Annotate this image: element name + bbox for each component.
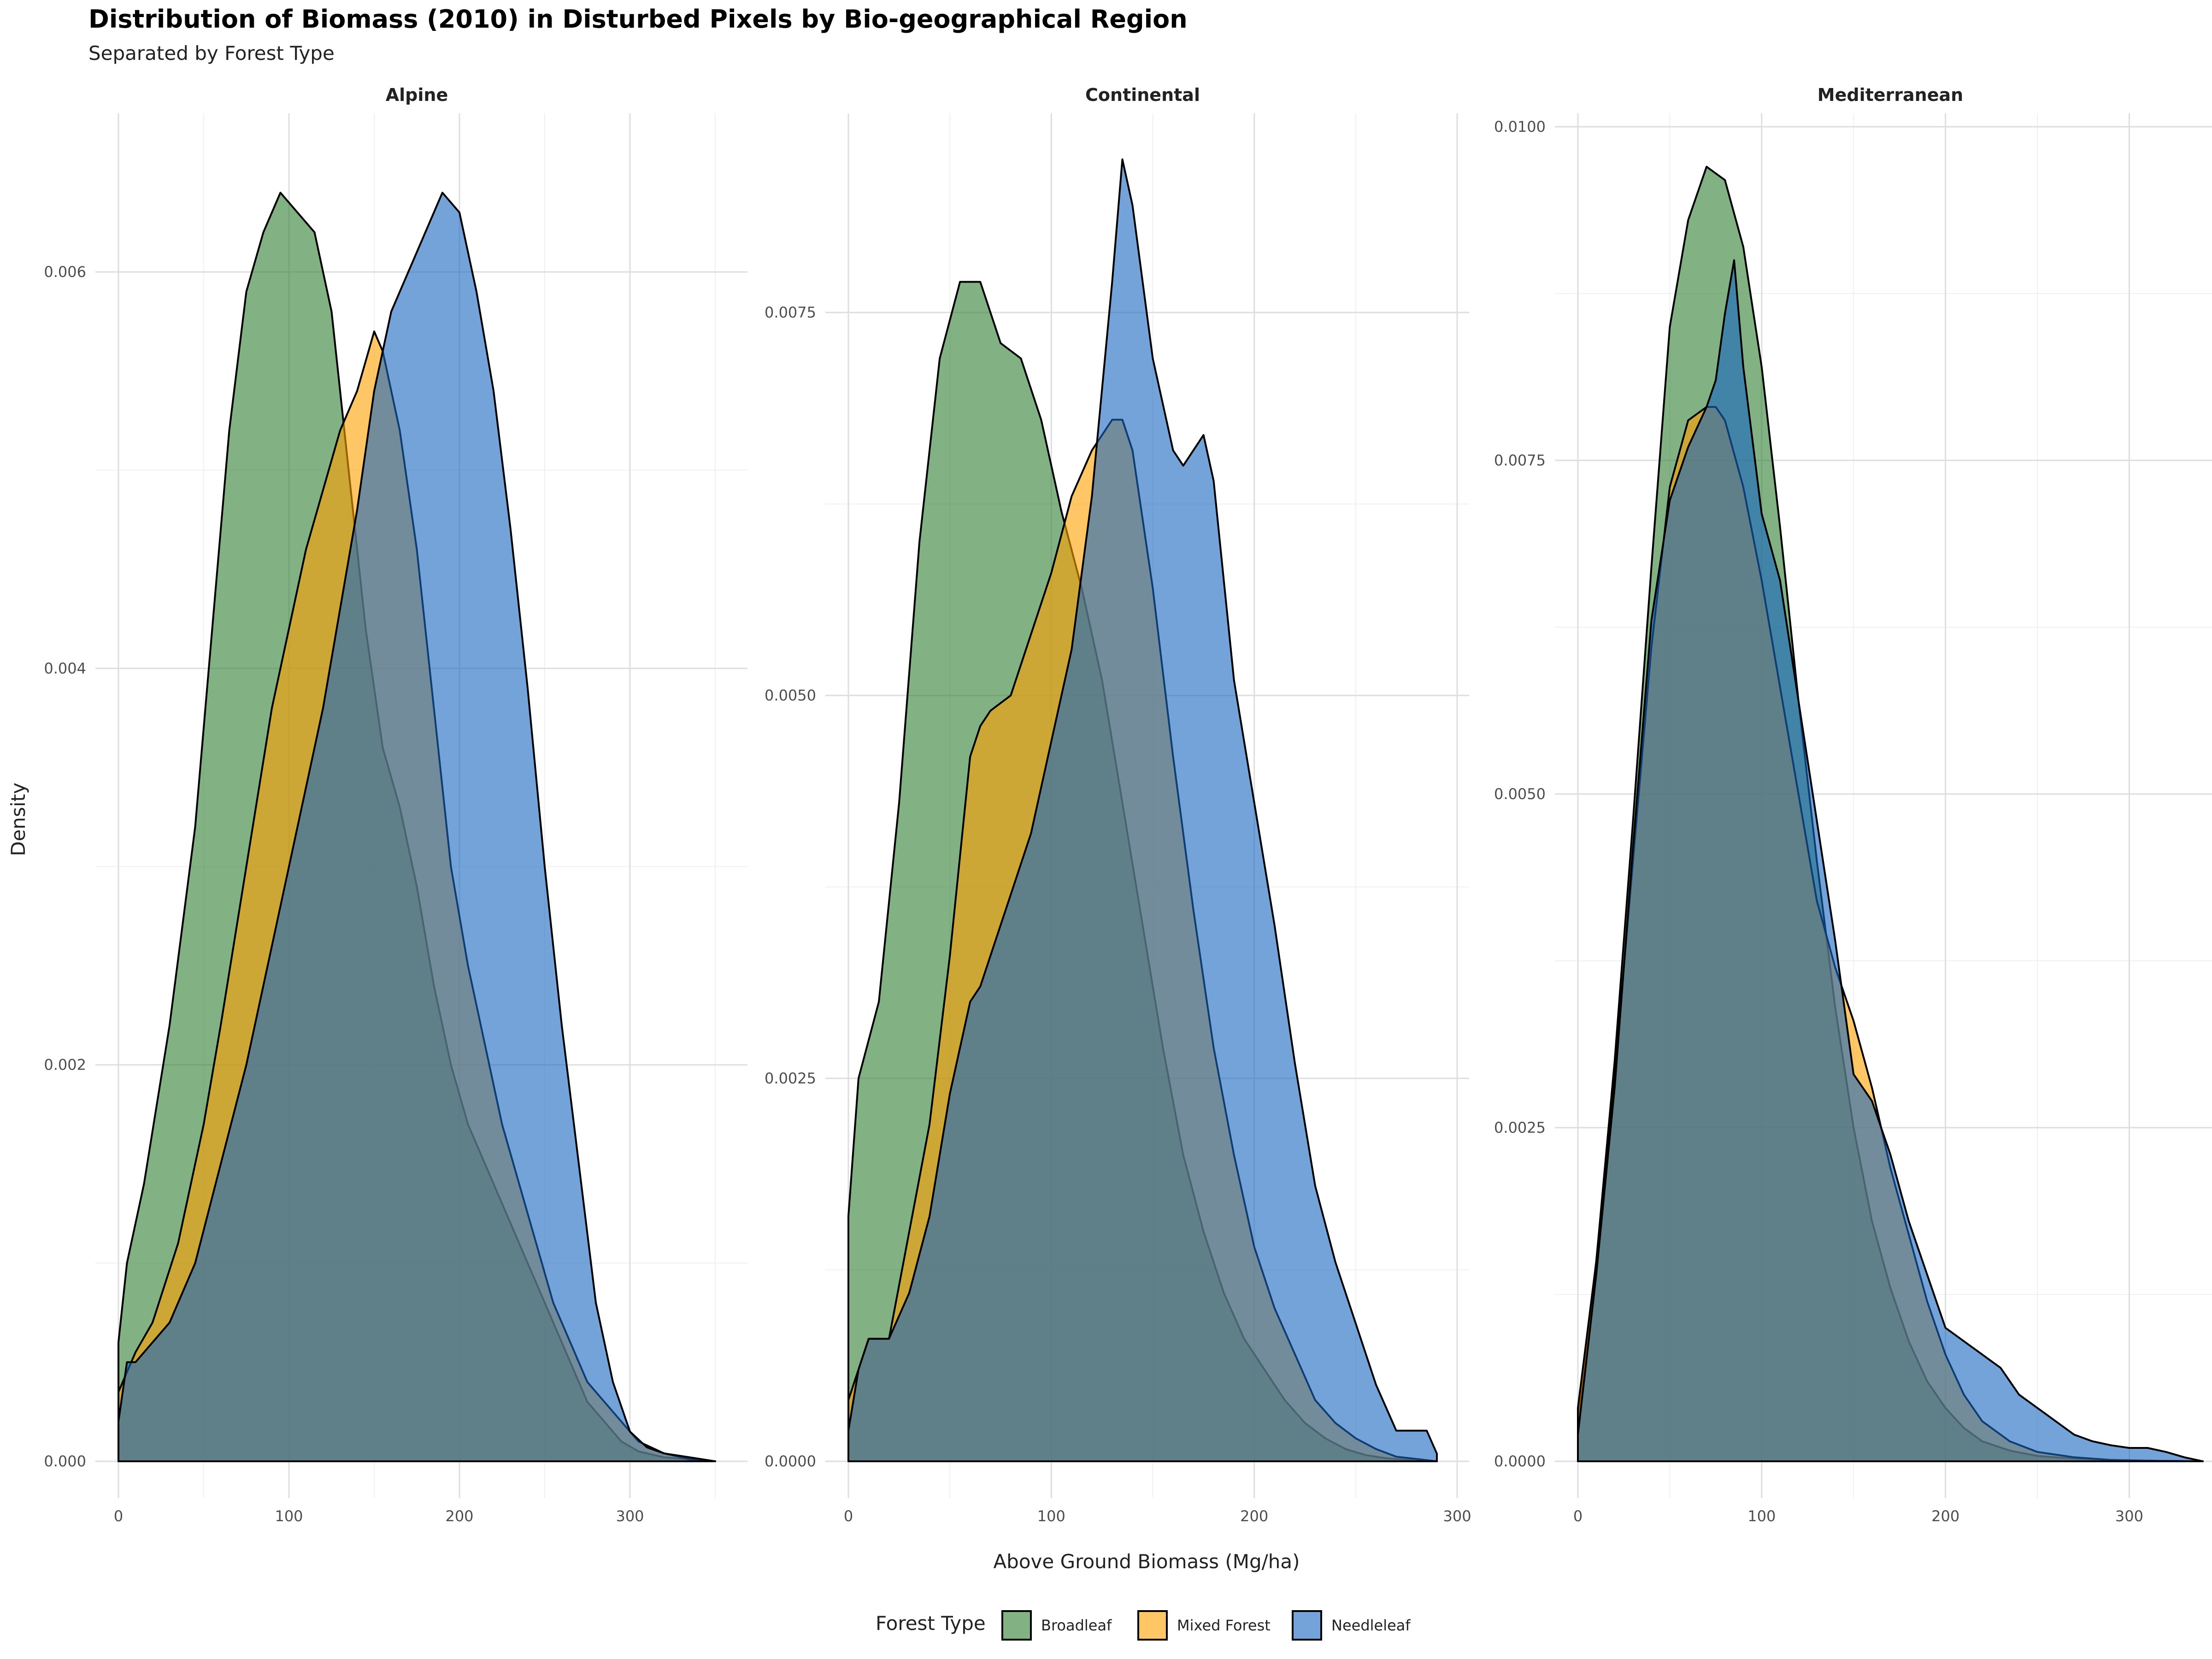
x-axis-title: Above Ground Biomass (Mg/ha)	[993, 1550, 1300, 1573]
density-needleleaf	[847, 158, 1438, 1462]
legend-title: Forest Type	[876, 1612, 986, 1635]
x-tick-label: 300	[1443, 1507, 1471, 1525]
y-tick-label: 0.004	[44, 659, 86, 677]
y-tick-label: 0.0050	[1494, 785, 1546, 803]
panel-title: Mediterranean	[1818, 85, 1963, 105]
legend-label: Broadleaf	[1041, 1617, 1112, 1634]
y-tick-label: 0.006	[44, 263, 86, 281]
y-tick-label: 0.0000	[765, 1453, 816, 1470]
y-tick-label: 0.0025	[1494, 1119, 1546, 1136]
panel-alpine: 0 100 200 300 0.000 0.002 0.004 0.006 Alpine	[44, 85, 747, 1525]
y-tick-label: 0.0000	[1494, 1453, 1546, 1470]
legend-key-mixed-forest	[1137, 1610, 1168, 1641]
x-tick-label: 100	[1037, 1507, 1065, 1525]
x-tick-label: 200	[1931, 1507, 1959, 1525]
chart-subtitle: Separated by Forest Type	[88, 42, 335, 65]
panel-mediterranean: 0 100 200 300 0.0000 0.0025 0.0050 0.0075 0.0100…	[1494, 85, 2212, 1525]
x-tick-label: 300	[616, 1507, 644, 1525]
panel-title: Continental	[1085, 85, 1200, 105]
x-tick-label: 200	[1240, 1507, 1268, 1525]
y-tick-label: 0.0025	[765, 1070, 816, 1087]
y-tick-label: 0.0050	[765, 687, 816, 704]
y-tick-label: 0.0100	[1494, 118, 1546, 135]
y-tick-label: 0.0075	[1494, 452, 1546, 469]
legend-label: Needleleaf	[1331, 1617, 1411, 1634]
x-tick-label: 100	[275, 1507, 303, 1525]
chart-title: Distribution of Biomass (2010) in Distur…	[88, 5, 1188, 34]
x-tick-label: 0	[844, 1507, 853, 1525]
legend-label: Mixed Forest	[1177, 1617, 1271, 1634]
legend-key-broadleaf	[1001, 1610, 1032, 1641]
panel-title: Alpine	[386, 85, 448, 105]
panel-continental: 0 100 200 300 0.0000 0.0025 0.0050 0.0075 Contin…	[765, 85, 1471, 1525]
panels: 0 100 200 300 0.000 0.002 0.004 0.006 Alpine 0 100…	[44, 85, 2212, 1525]
y-tick-label: 0.000	[44, 1453, 86, 1470]
y-tick-label: 0.0075	[765, 304, 816, 321]
x-tick-label: 300	[2115, 1507, 2143, 1525]
legend-key-needleleaf	[1292, 1610, 1322, 1641]
x-tick-label: 100	[1747, 1507, 1776, 1525]
x-tick-label: 0	[114, 1507, 123, 1525]
y-axis-title: Density	[7, 782, 29, 856]
density-needleleaf	[1577, 259, 2204, 1462]
x-tick-label: 200	[445, 1507, 473, 1525]
density-needleleaf	[118, 192, 716, 1462]
x-tick-label: 0	[1573, 1507, 1583, 1525]
y-tick-label: 0.002	[44, 1056, 86, 1074]
legend: Forest Type Broadleaf Mixed Forest Needlel…	[876, 1610, 1411, 1641]
